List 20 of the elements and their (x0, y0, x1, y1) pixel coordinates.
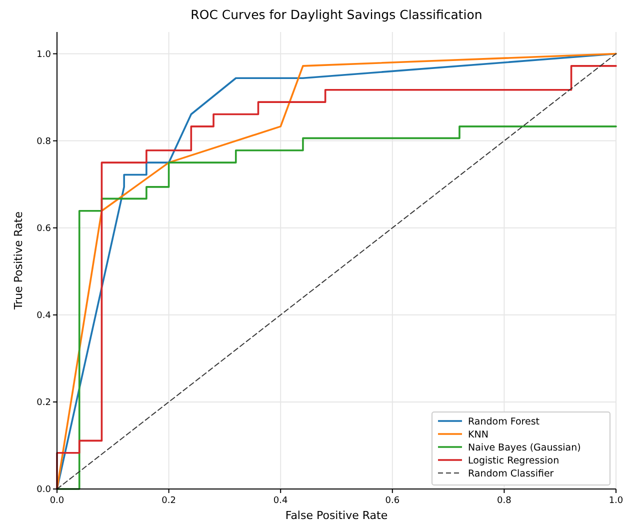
x-tick-label: 0.8 (497, 496, 512, 506)
legend-label: Random Forest (468, 416, 540, 428)
y-tick-label: 0.2 (36, 398, 51, 408)
legend-label: Naive Bayes (Gaussian) (468, 442, 581, 454)
x-tick-label: 0.6 (385, 496, 400, 506)
x-axis-title: False Positive Rate (285, 509, 388, 522)
x-tick-label: 0.2 (162, 496, 176, 506)
x-tick-label: 0.0 (50, 496, 64, 506)
y-tick-label: 1.0 (36, 50, 52, 60)
y-tick-label: 0.0 (36, 485, 52, 495)
x-tick-label: 1.0 (608, 496, 624, 506)
y-axis-title: True Positive Rate (12, 211, 25, 310)
y-tick-label: 0.4 (36, 310, 52, 321)
chart-title: ROC Curves for Daylight Savings Classification (190, 7, 482, 22)
y-tick-label: 0.8 (36, 136, 52, 147)
legend-label: KNN (468, 430, 488, 440)
y-tick-label: 0.6 (36, 224, 52, 234)
legend-label: Random Classifier (468, 468, 554, 480)
x-tick-label: 0.4 (273, 496, 288, 506)
legend-label: Logistic Regression (468, 456, 560, 466)
